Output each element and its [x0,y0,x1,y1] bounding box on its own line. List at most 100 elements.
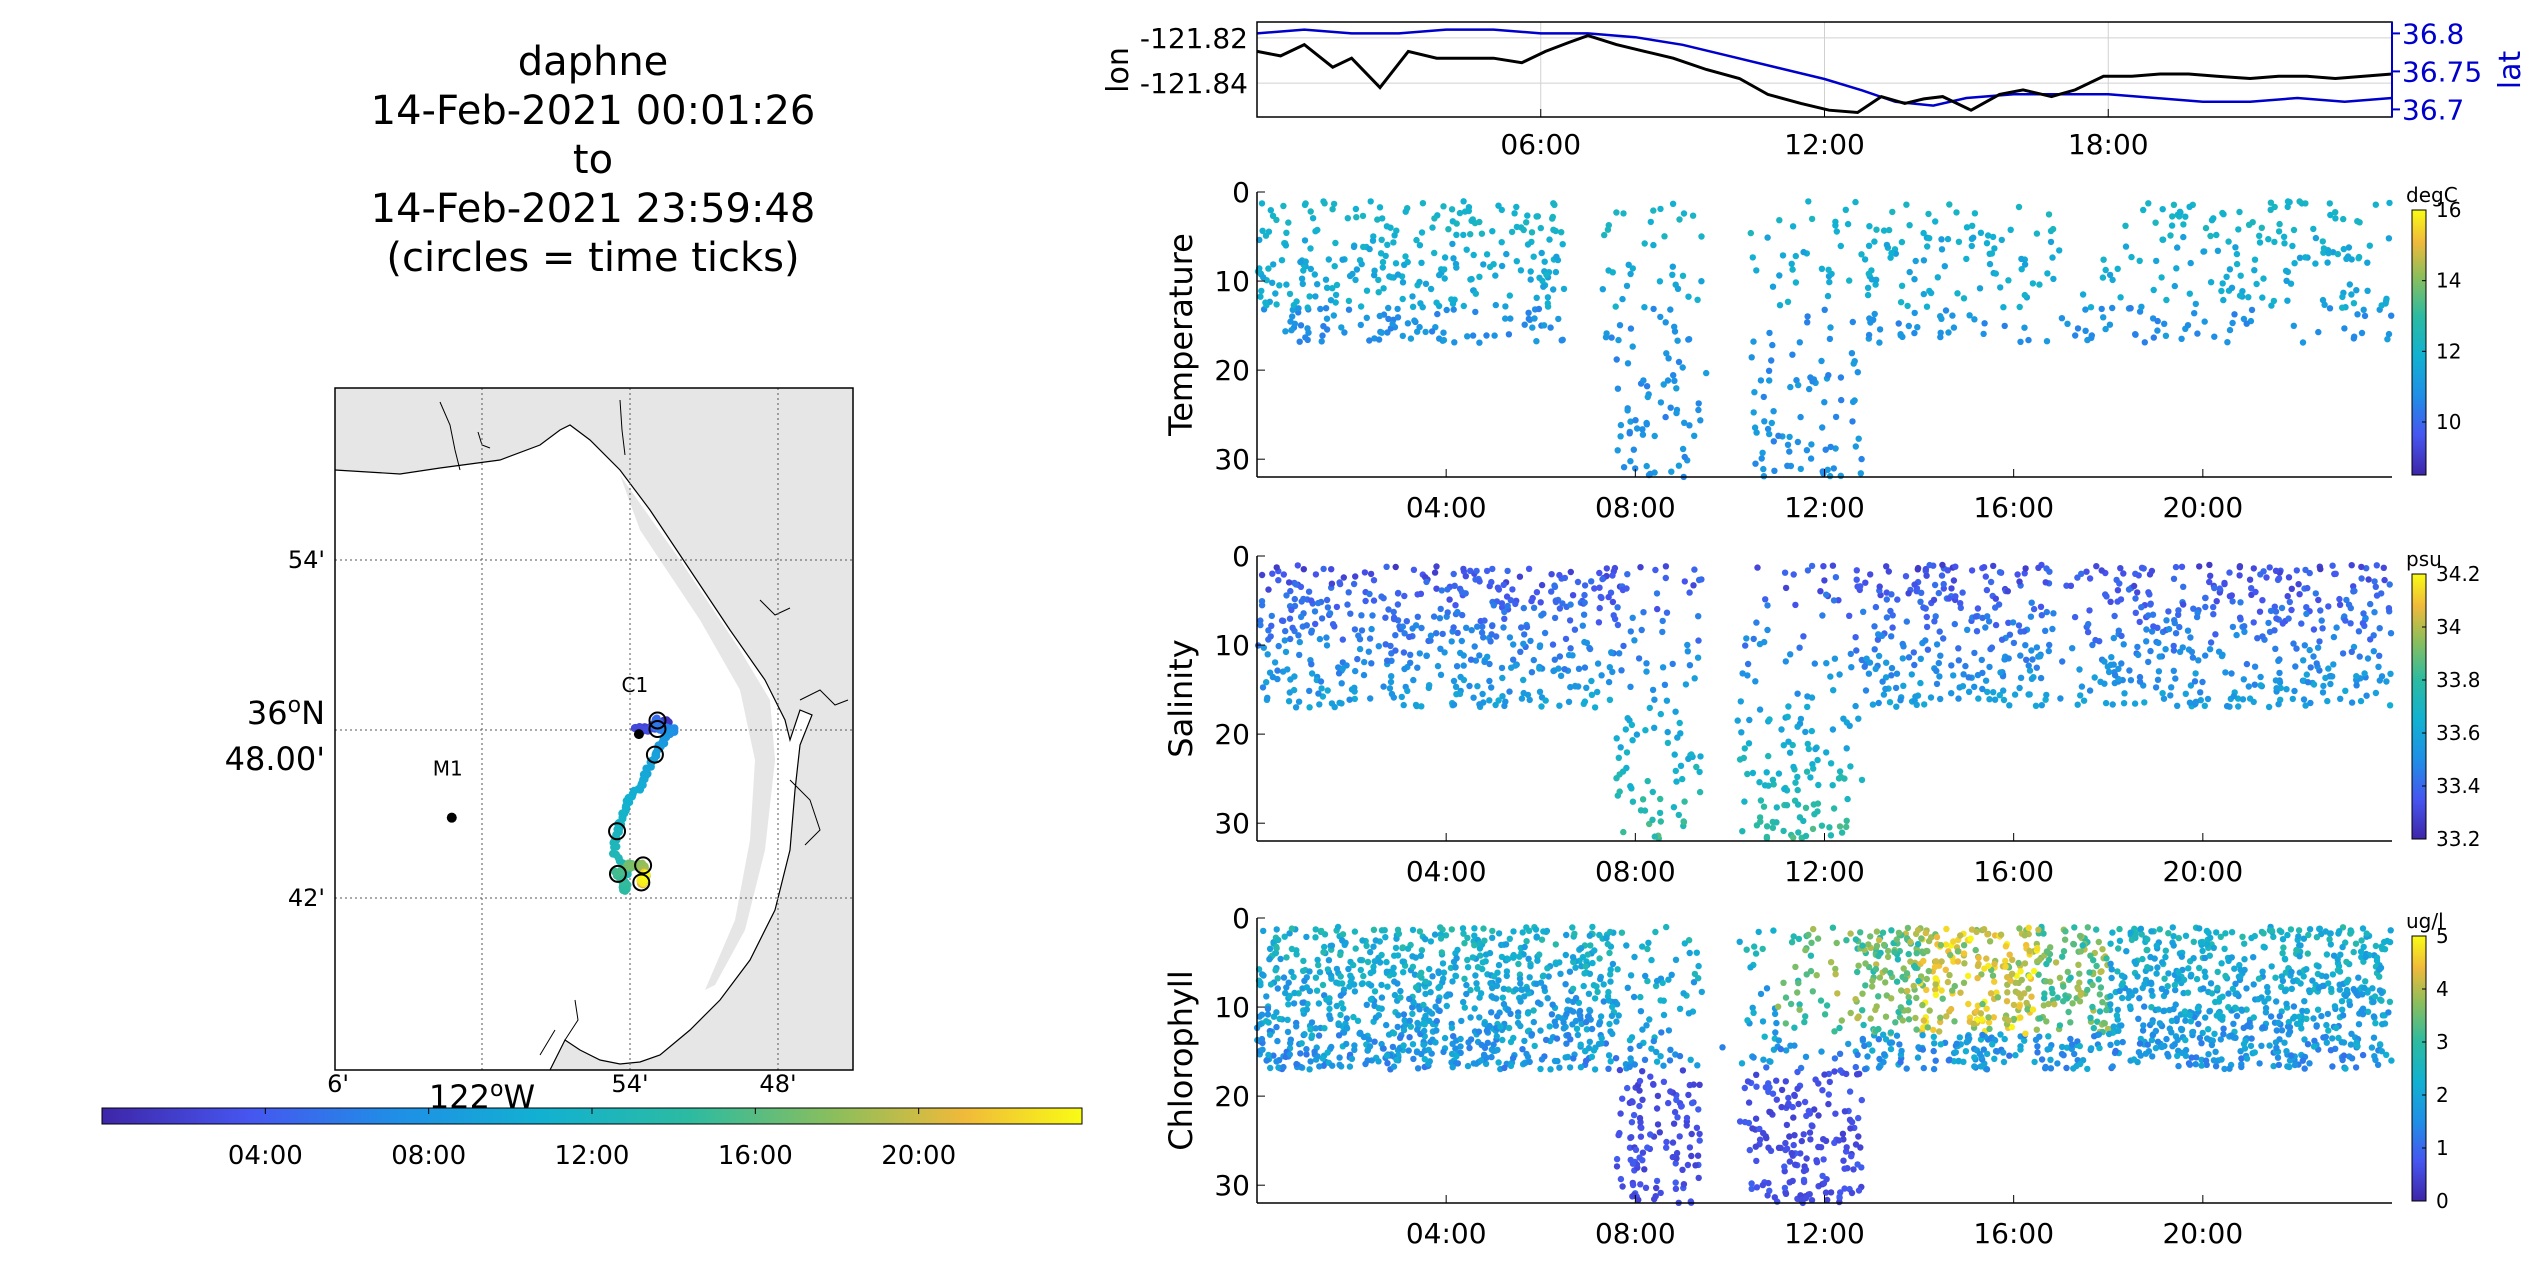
salinity-point [2318,617,2325,624]
salinity-point [2235,703,2242,710]
chlorophyll-point [1312,926,1319,933]
salinity-point [2006,702,2013,709]
temperature-point [1389,320,1396,328]
temperature-point [1858,455,1865,463]
salinity-point [1677,762,1685,769]
salinity-point [1764,602,1771,609]
temperature-point [1440,329,1447,336]
salinity-point [1882,685,1889,693]
salinity-point [1857,583,1864,590]
chlorophyll-point [1409,1004,1416,1011]
salinity-point [1855,715,1862,722]
chlorophyll-point [1903,1065,1910,1072]
salinity-point [1551,582,1558,589]
chlorophyll-point [1333,979,1340,986]
salinity-point [1950,672,1957,679]
salinity-point [2329,673,2336,680]
temperature-point [1920,290,1928,298]
salinity-point [1741,798,1748,805]
chlorophyll-point [1617,1110,1624,1117]
chlorophyll-point [1834,990,1841,997]
chlorophyll-point [1549,1001,1556,1008]
salinity-point [1878,632,1886,639]
chlorophyll-point [1589,923,1596,931]
salinity-point [1910,649,1918,656]
temperature-point [2366,242,2373,249]
temperature-point [1470,251,1477,259]
salinity-point [1281,637,1289,644]
salinity-point [1466,682,1473,690]
salinity-point [1382,614,1389,621]
salinity-point [2350,588,2357,595]
salinity-point [1370,597,1378,604]
chlorophyll-point [2033,1026,2041,1033]
chlorophyll-point [1685,1091,1692,1099]
temperature-point [2256,239,2264,246]
chlorophyll-point [2270,1062,2277,1070]
chlorophyll-point [1667,1088,1674,1095]
salinity-y-tick-label: 30 [1214,807,1250,840]
chlorophyll-point [2025,924,2032,931]
chlorophyll-point [1795,935,1803,943]
chlorophyll-point [1307,1026,1314,1033]
temperature-point [1787,383,1794,391]
temperature-point [2276,220,2283,228]
salinity-point [2254,635,2261,642]
chlorophyll-point [1566,1064,1574,1071]
chlorophyll-point [1644,977,1651,985]
salinity-point [1456,690,1464,697]
chlorophyll-point [1660,1062,1667,1069]
salinity-point [1383,563,1390,570]
temperature-point [1760,473,1768,480]
chlorophyll-point [1944,978,1952,986]
temperature-point [1650,305,1657,313]
salinity-point [1924,646,1932,653]
salinity-point [1757,797,1765,804]
chlorophyll-point [1690,1081,1697,1088]
chlorophyll-point [1654,1092,1662,1100]
temperature-point [1513,223,1521,231]
temperature-point [1639,431,1647,438]
salinity-point [1681,578,1689,585]
chlorophyll-point [1507,1062,1515,1070]
chlorophyll-point [2281,1039,2288,1046]
chlorophyll-point [1663,1138,1670,1146]
chlorophyll-point [1632,1146,1640,1154]
salinity-point [2029,656,2036,663]
salinity-point [1930,596,1938,604]
temperature-point [1544,294,1552,301]
salinity-point [1888,664,1896,672]
chlorophyll-point [1260,927,1267,935]
salinity-point [1556,605,1564,612]
temperature-point [1751,424,1759,431]
salinity-point [2230,692,2237,700]
temperature-point [1411,317,1418,324]
salinity-point [1968,567,1976,574]
salinity-point [1512,600,1519,608]
chlorophyll-point [1875,936,1883,944]
chlorophyll-point [2067,1035,2074,1043]
salinity-point [1323,634,1330,641]
temperature-point [1298,275,1306,282]
salinity-point [2278,604,2286,612]
salinity-point [2025,662,2032,669]
chlorophyll-point [2306,926,2314,933]
chlorophyll-point [1980,1046,1988,1053]
salinity-point [1567,645,1574,652]
temperature-point [1775,432,1782,439]
salinity-point [1695,613,1702,620]
salinity-point [1268,622,1275,629]
chlorophyll-point [1977,1063,1985,1070]
temperature-point [1282,328,1289,335]
temperature-point [1989,233,1997,241]
temperature-point [1675,358,1683,366]
salinity-point [1691,675,1698,682]
chlorophyll-point [1922,929,1930,937]
chlorophyll-point [2360,943,2367,951]
chlorophyll-point [1690,979,1698,986]
chlorophyll-point [1510,928,1517,935]
salinity-point [1765,782,1772,789]
salinity-point [1887,607,1894,615]
salinity-point [1811,811,1818,818]
temperature-point [1307,265,1315,273]
